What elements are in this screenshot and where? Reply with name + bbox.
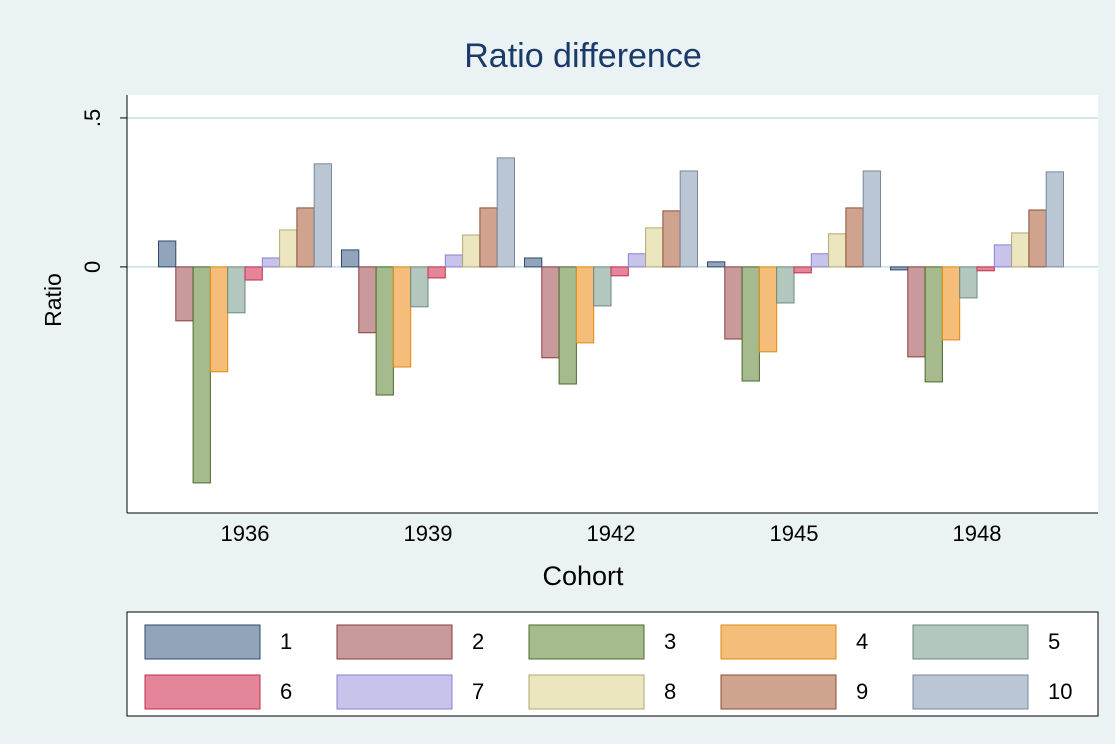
legend-swatch (144, 624, 261, 660)
legend-label: 9 (856, 679, 868, 704)
bar (776, 266, 795, 304)
legend-swatch (528, 674, 645, 710)
bar (192, 266, 211, 484)
bar (392, 266, 412, 368)
bar (279, 229, 298, 268)
bar (524, 257, 543, 268)
legend-swatch (336, 624, 453, 660)
bar (341, 249, 360, 268)
bar (845, 207, 864, 268)
bar (862, 170, 882, 268)
legend-label: 8 (664, 679, 676, 704)
y-axis-title: Ratio (40, 273, 66, 327)
chart-title: Ratio difference (464, 37, 702, 75)
bar (707, 261, 726, 268)
bar (479, 207, 498, 268)
bar (1028, 209, 1047, 268)
bar (741, 266, 760, 382)
bar (793, 266, 812, 274)
legend-label: 10 (1048, 679, 1072, 704)
bar (541, 266, 560, 359)
bar (558, 266, 577, 385)
bar (959, 266, 978, 299)
bar (296, 207, 315, 268)
bar (175, 266, 194, 322)
y-tick-label: .5 (80, 109, 105, 127)
bar (610, 266, 629, 277)
bar (627, 253, 647, 268)
bar (209, 266, 229, 373)
legend-swatch (912, 674, 1029, 710)
legend-swatch (336, 674, 453, 710)
x-axis-title: Cohort (542, 561, 624, 591)
bar (679, 170, 699, 268)
bar (158, 240, 177, 268)
bar (575, 266, 595, 344)
legend-label: 2 (472, 629, 484, 654)
bar (444, 254, 464, 268)
bar (313, 163, 333, 268)
bar (1011, 232, 1030, 268)
bar (358, 266, 377, 334)
legend-label: 7 (472, 679, 484, 704)
legend-label: 3 (664, 629, 676, 654)
x-tick-label: 1936 (221, 521, 270, 546)
bar (261, 257, 281, 268)
bar (924, 266, 943, 383)
x-tick-label: 1945 (770, 521, 819, 546)
legend-swatch (528, 624, 645, 660)
legend-label: 6 (280, 679, 292, 704)
y-tick-label: 0 (80, 261, 105, 273)
bar (976, 266, 995, 272)
bar (1045, 171, 1064, 268)
x-tick-label: 1948 (953, 521, 1002, 546)
bar (724, 266, 743, 340)
legend-label: 1 (280, 629, 292, 654)
bar (375, 266, 394, 396)
legend-swatch (720, 624, 837, 660)
bar (462, 234, 481, 268)
bar (496, 157, 516, 268)
bar (758, 266, 778, 353)
legend-swatch (720, 674, 837, 710)
bar (941, 266, 961, 341)
bar (427, 266, 446, 279)
x-tick-label: 1939 (404, 521, 453, 546)
legend-swatch (912, 624, 1029, 660)
bar (828, 233, 847, 268)
bar (810, 253, 830, 268)
legend-label: 4 (856, 629, 868, 654)
legend-label: 5 (1048, 629, 1060, 654)
bar (645, 227, 664, 268)
bar (890, 266, 909, 271)
bar (227, 266, 246, 314)
bar (244, 266, 263, 281)
bar (662, 210, 681, 268)
bar (410, 266, 429, 308)
bar (593, 266, 612, 307)
bar (907, 266, 926, 358)
bar (993, 244, 1013, 268)
x-tick-label: 1942 (587, 521, 636, 546)
legend-swatch (144, 674, 261, 710)
